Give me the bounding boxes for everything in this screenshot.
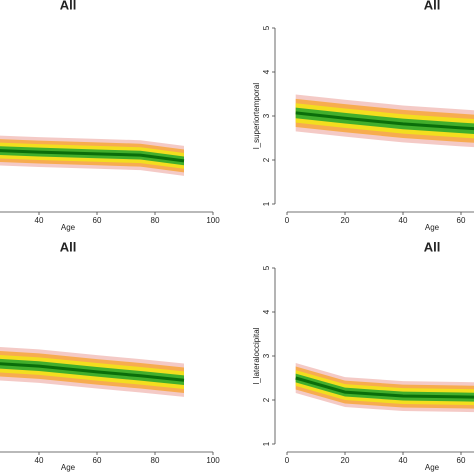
- y-tick-label: 4: [262, 309, 271, 314]
- x-tick-label: 60: [93, 216, 102, 225]
- x-tick-label: 40: [35, 456, 44, 465]
- x-tick-label: 0: [285, 456, 290, 465]
- panel-title: All: [60, 0, 77, 12]
- x-axis-label: Age: [425, 463, 440, 472]
- x-tick-label: 60: [457, 216, 466, 225]
- x-tick-label: 60: [93, 456, 102, 465]
- x-tick-label: 40: [399, 456, 408, 465]
- median-line: [295, 376, 474, 399]
- y-tick-label: 3: [262, 353, 271, 358]
- y-tick-label: 5: [262, 25, 271, 30]
- x-tick-label: 20: [341, 456, 350, 465]
- x-axis-label: Age: [61, 223, 76, 232]
- x-tick-label: 40: [399, 216, 408, 225]
- median-line: [0, 149, 185, 163]
- x-tick-label: 40: [35, 216, 44, 225]
- x-tick-label: 20: [341, 216, 350, 225]
- median-line: [295, 111, 474, 131]
- x-tick-label: 100: [206, 216, 220, 225]
- panel-title: All: [424, 239, 441, 254]
- panel-title: All: [60, 239, 77, 254]
- x-tick-label: 80: [151, 456, 160, 465]
- y-tick-label: 2: [262, 397, 271, 402]
- x-tick-label: 80: [151, 216, 160, 225]
- x-axis-label: Age: [61, 463, 76, 472]
- y-tick-label: 4: [262, 69, 271, 74]
- y-axis-label: l_lateraloccipital: [252, 327, 261, 384]
- y-axis-label: l_superiortemporal: [252, 83, 261, 149]
- x-axis-label: Age: [425, 223, 440, 232]
- y-tick-label: 1: [262, 201, 271, 206]
- y-tick-label: 2: [262, 157, 271, 162]
- x-tick-label: 100: [206, 456, 220, 465]
- y-tick-label: 1: [262, 441, 271, 446]
- y-tick-label: 5: [262, 265, 271, 270]
- median-line: [0, 362, 185, 382]
- x-tick-label: 0: [285, 216, 290, 225]
- x-tick-label: 60: [457, 456, 466, 465]
- centile-band: [295, 373, 474, 402]
- panel-title: All: [424, 0, 441, 12]
- y-tick-label: 3: [262, 113, 271, 118]
